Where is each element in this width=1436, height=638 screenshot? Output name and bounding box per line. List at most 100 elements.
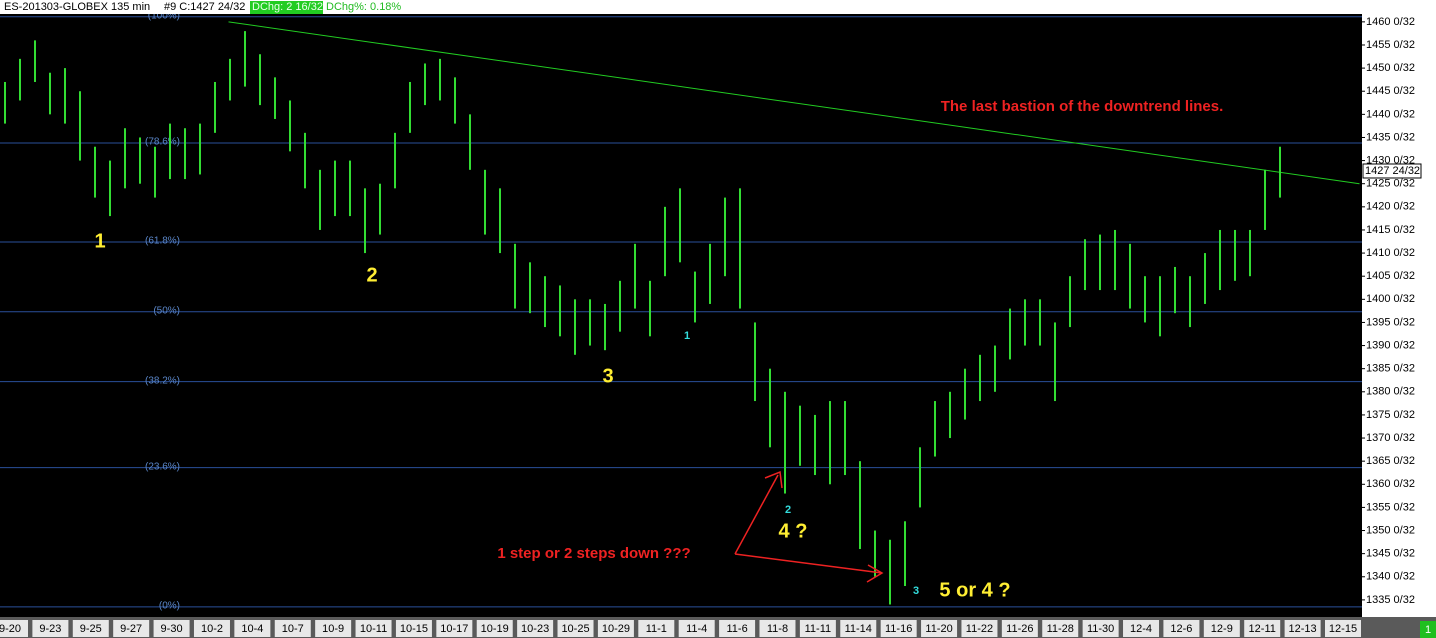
y-tick-label: 1380 0/32 — [1366, 386, 1415, 398]
x-label-box — [32, 620, 69, 637]
arrows — [734, 470, 884, 583]
y-tick-label: 1455 0/32 — [1366, 39, 1415, 51]
x-label-box — [315, 620, 352, 637]
x-tick-label: 11-30 — [1087, 623, 1114, 635]
x-label-box — [840, 620, 877, 637]
x-tick-label: 10-15 — [400, 623, 428, 635]
x-label-box — [395, 620, 432, 637]
x-tick-label: 12-11 — [1249, 623, 1276, 635]
x-tick-label: 9-27 — [120, 623, 142, 635]
x-tick-label: 11-11 — [805, 623, 832, 635]
x-label-box — [355, 620, 392, 637]
x-tick-label: 12-15 — [1329, 623, 1357, 635]
header-bar — [0, 0, 1362, 14]
x-tick-label: 11-8 — [767, 623, 788, 635]
x-tick-label: 11-16 — [885, 623, 912, 635]
x-tick-label: 10-4 — [241, 623, 263, 635]
x-tick-label: 11-22 — [966, 623, 993, 635]
sub-wave-label: 2 — [785, 504, 791, 516]
y-tick-label: 1435 0/32 — [1366, 131, 1415, 143]
symbol: ES-201303-GLOBEX 135 min — [4, 1, 150, 13]
x-tick-label: 12-13 — [1289, 623, 1317, 635]
x-tick-label: 10-11 — [360, 623, 387, 635]
y-axis-panel — [1362, 0, 1436, 617]
last-price-box — [1362, 163, 1422, 179]
x-tick-label: 11-6 — [726, 623, 747, 635]
x-label-box — [880, 620, 917, 637]
x-tick-label: 10-19 — [481, 623, 509, 635]
x-label-box — [678, 620, 715, 637]
y-tick-label: 1405 0/32 — [1366, 270, 1415, 282]
y-tick-label: 1400 0/32 — [1366, 293, 1415, 305]
x-label-box — [1325, 620, 1361, 637]
wave-label: 2 — [366, 264, 377, 286]
x-tick-label: 10-17 — [440, 623, 468, 635]
y-tick-label: 1445 0/32 — [1366, 85, 1415, 97]
x-tick-label: 10-7 — [282, 623, 304, 635]
arrow-head — [866, 564, 884, 583]
x-label-box — [1203, 620, 1240, 637]
fib-label: (100%) — [148, 10, 180, 21]
x-label-box — [113, 620, 150, 637]
x-label-box — [153, 620, 190, 637]
y-tick-label: 1425 0/32 — [1366, 178, 1415, 190]
y-tick-label: 1460 0/32 — [1366, 16, 1415, 28]
fib-label: (50%) — [153, 305, 180, 316]
x-tick-label: 9-23 — [39, 623, 61, 635]
x-tick-label: 9-20 — [0, 623, 21, 635]
x-label-box — [476, 620, 513, 637]
x-label-box — [72, 620, 109, 637]
fib-label: (0%) — [159, 600, 180, 611]
fib-label: (38.2%) — [145, 375, 180, 386]
x-tick-label: 10-25 — [561, 623, 589, 635]
x-label-box — [517, 620, 554, 637]
x-label-box — [1284, 620, 1321, 637]
annotation: 1 step or 2 steps down ??? — [497, 545, 690, 562]
dchg: DChg: 2 16/32 — [252, 1, 323, 13]
arrow — [734, 553, 883, 574]
y-tick-label: 1410 0/32 — [1366, 247, 1415, 259]
x-tick-label: 11-4 — [686, 623, 707, 635]
page-indicator-box — [1420, 621, 1436, 638]
x-label-box — [799, 620, 836, 637]
x-tick-label: 11-20 — [925, 623, 952, 635]
fib-label: (61.8%) — [145, 236, 180, 247]
x-tick-label: 10-29 — [602, 623, 630, 635]
x-label-box — [1082, 620, 1119, 637]
dchg-pct: DChg%: 0.18% — [326, 1, 401, 13]
sub-wave-label: 3 — [913, 585, 919, 597]
wave-label: 1 — [94, 230, 105, 252]
x-tick-label: 10-9 — [322, 623, 344, 635]
fib-label: (78.6%) — [145, 137, 180, 148]
trendline — [228, 21, 1360, 185]
x-label-box — [759, 620, 796, 637]
x-tick-label: 11-14 — [845, 623, 872, 635]
x-tick-label: 10-2 — [201, 623, 223, 635]
x-label-box — [234, 620, 271, 637]
x-tick-label: 11-1 — [646, 623, 667, 635]
x-tick-label: 10-23 — [521, 623, 549, 635]
y-tick-label: 1450 0/32 — [1366, 62, 1415, 74]
x-tick-label: 12-6 — [1170, 623, 1192, 635]
close-label: #9 C:1427 24/32 — [164, 1, 245, 13]
last-price-label: 1427 24/32 — [1365, 165, 1420, 177]
y-tick-label: 1355 0/32 — [1366, 501, 1415, 513]
y-tick-label: 1335 0/32 — [1366, 594, 1415, 606]
x-label-box — [0, 620, 28, 637]
x-label-box — [961, 620, 998, 637]
wave-label: 4 ? — [779, 520, 808, 542]
y-tick-label: 1440 0/32 — [1366, 108, 1415, 120]
x-tick-label: 9-30 — [161, 623, 183, 635]
y-tick-label: 1420 0/32 — [1366, 201, 1415, 213]
wave-label: 5 or 4 ? — [939, 579, 1010, 601]
y-tick-label: 1345 0/32 — [1366, 548, 1415, 560]
x-label-box — [274, 620, 311, 637]
x-label-box — [193, 620, 230, 637]
x-label-box — [1123, 620, 1160, 637]
y-tick-label: 1390 0/32 — [1366, 339, 1415, 351]
x-label-box — [436, 620, 473, 637]
page-indicator: 1 — [1425, 624, 1431, 636]
y-tick-label: 1360 0/32 — [1366, 478, 1415, 490]
